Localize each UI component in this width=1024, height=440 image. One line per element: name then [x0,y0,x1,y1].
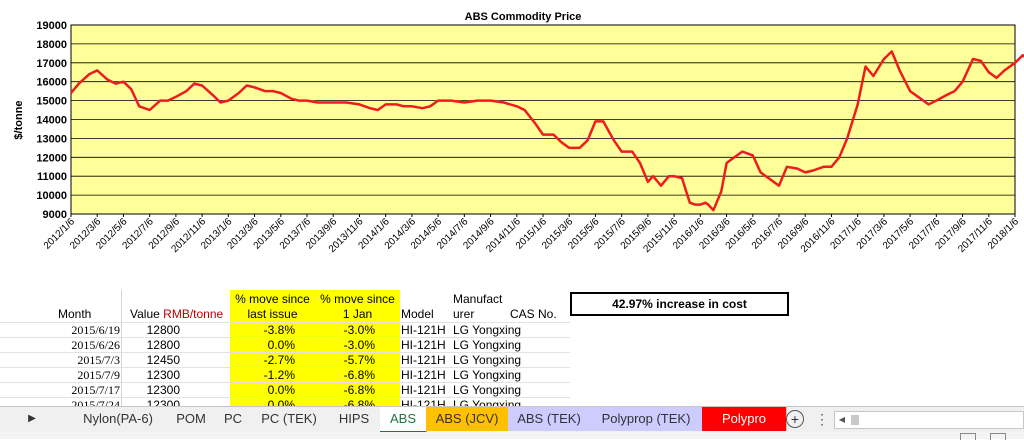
row-gridline [0,352,570,353]
y-tick-label: 11000 [37,171,67,183]
sheet-tab-polypro[interactable]: Polypro [702,407,787,431]
sheet-tab-polyprop-tek[interactable]: Polyprop (TEK) [590,407,703,431]
y-tick-label: 9000 [43,209,67,221]
cell-manufacturer: LG Yongxing [453,383,522,397]
row-gridline [0,397,570,398]
cell-model: HI-121H [401,338,446,352]
sheet-tab-abs-tek[interactable]: ABS (TEK) [508,407,591,431]
y-tick-label: 13000 [36,133,67,145]
triangle-left-icon[interactable]: ◀ [838,415,846,424]
y-tick-label: 18000 [36,39,67,51]
abs-price-chart[interactable]: 9000 10000 11000 12000 13000 14000 15000 16000 1… [0,0,1024,290]
sheet-tab-abs[interactable]: ABS [380,407,427,433]
sheet-tab-hips[interactable]: HIPS [328,407,381,431]
cell-move-issue: 0.0% [267,398,295,406]
cell-month: 2015/7/9 [77,368,120,382]
triangle-right-icon[interactable]: ▶ [28,413,36,424]
cell-move-issue: -3.8% [263,323,295,337]
ellipsis-icon[interactable]: ⋮ [815,411,829,427]
header-move-jan-line2: 1 Jan [342,307,373,321]
sheet-tab-pom[interactable]: POM [166,407,217,431]
row-gridline [0,337,570,338]
status-bar [0,432,1024,440]
cell-move-jan: -3.0% [343,323,375,337]
header-cas: CAS No. [510,307,557,321]
cell-move-jan: -6.8% [343,398,375,406]
sheet-tab-abs-jcv[interactable]: ABS (JCV) [426,407,509,431]
chart-title: ABS Commodity Price [465,11,582,23]
cell-value: 12300 [146,383,180,397]
cell-manufacturer: LG Yongxing [453,368,522,382]
cell-manufacturer: LG Yongxing [453,323,522,337]
header-model: Model [401,307,434,321]
cell-value: 12300 [146,398,180,406]
sheet-tab-pc[interactable]: PC [216,407,251,431]
y-tick-label: 19000 [36,20,67,32]
header-move-jan-line1: % move since [320,292,395,306]
cell-value: 12800 [146,338,180,352]
y-axis-label: $/tonne [13,100,25,139]
cell-move-issue: 0.0% [267,338,295,352]
cell-model: HI-121H [401,353,446,367]
cell-move-jan: -6.8% [343,383,375,397]
page-layout-icon[interactable] [990,433,1006,440]
cell-model: HI-121H [401,383,446,397]
header-month: Month [58,307,92,321]
header-value: Value RMB/tonne [130,307,223,322]
header-manufacturer-line2: urer [453,307,475,321]
row-gridline [0,367,570,368]
normal-view-icon[interactable] [960,433,976,440]
cell-month: 2015/7/3 [77,353,120,367]
worksheet-area[interactable]: 9000 10000 11000 12000 13000 14000 15000 16000 1… [0,0,1024,406]
cell-move-issue: -2.7% [263,353,295,367]
cell-move-issue: -1.2% [263,368,295,382]
sheet-tab-bar: ▶ Nylon(PA-6) POM PC PC (TEK) HIPS ABS ABS (JC… [0,406,1024,433]
cost-increase-callout: 42.97% increase in cost [570,292,789,316]
y-tick-label: 16000 [36,77,67,89]
plus-circle-icon[interactable]: + [786,410,804,428]
cell-manufacturer: LG Yongxing [453,353,522,367]
cell-month: 2015/7/24 [71,398,120,406]
y-tick-label: 14000 [36,115,67,127]
cell-move-jan: -5.7% [343,353,375,367]
y-tick-label: 12000 [36,152,67,164]
header-move-issue-line1: % move since [235,292,310,306]
cell-value: 12800 [146,323,180,337]
cell-value: 12450 [146,353,180,367]
cell-move-jan: -3.0% [343,338,375,352]
header-manufacturer-line1: Manufact [453,292,503,306]
sheet-tab-nylon-pa-6[interactable]: Nylon(PA-6) [70,407,167,431]
sheet-tab-pc-tek[interactable]: PC (TEK) [250,407,329,431]
header-move-issue-line2: last issue [247,307,298,321]
horizontal-scrollbar[interactable]: ◀ [834,411,1024,429]
cell-move-issue: 0.0% [267,383,295,397]
highlight-fill [230,290,400,406]
cell-month: 2015/6/19 [71,323,120,337]
cell-month: 2015/7/17 [71,383,120,397]
series-line-abs-price [70,50,1024,212]
cell-manufacturer: LG Yongxing [453,398,522,406]
row-gridline [0,322,570,323]
header-value-unit: RMB/tonne [163,307,224,321]
cell-value: 12300 [146,368,180,382]
cell-month: 2015/6/26 [71,338,120,352]
scrollbar-thumb[interactable] [851,415,859,425]
y-tick-label: 17000 [36,58,67,70]
y-tick-label: 10000 [36,190,67,202]
cell-move-jan: -6.8% [343,368,375,382]
cell-model: HI-121H [401,398,446,406]
header-value-label: Value [130,307,160,321]
cell-manufacturer: LG Yongxing [453,338,522,352]
row-gridline [0,382,570,383]
cell-model: HI-121H [401,323,446,337]
cell-model: HI-121H [401,368,446,382]
y-tick-label: 15000 [36,96,67,108]
